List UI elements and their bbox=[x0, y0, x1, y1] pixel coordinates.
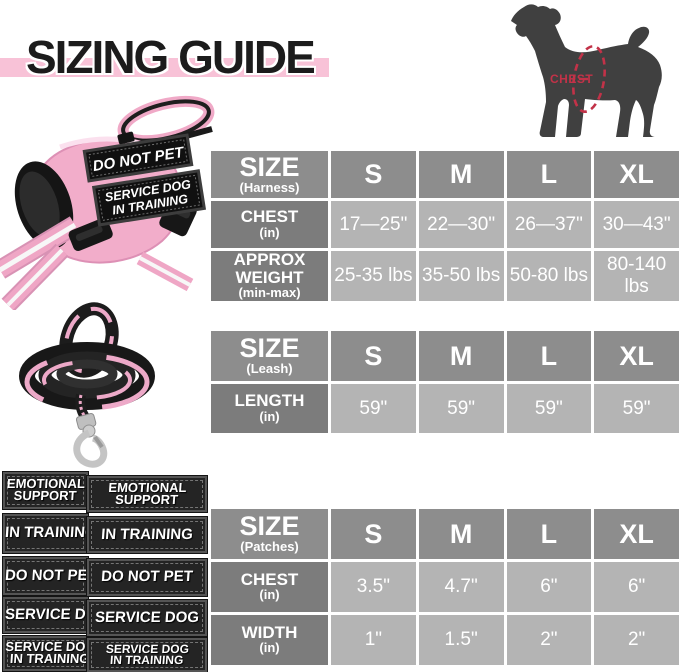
column-header-m: M bbox=[418, 151, 504, 198]
table-header-size: SIZE (Harness) bbox=[211, 151, 328, 198]
patch-stitching bbox=[91, 480, 203, 508]
column-header-m: M bbox=[418, 331, 504, 381]
leash-photo bbox=[19, 302, 155, 468]
chest-label: CHEST bbox=[550, 72, 593, 86]
patch-stitching bbox=[91, 604, 203, 632]
chest-measure-ellipse bbox=[572, 45, 606, 113]
column-header-xl: XL bbox=[594, 331, 679, 381]
patch-stitching bbox=[7, 601, 84, 629]
dog-silhouette bbox=[511, 4, 662, 138]
row-label-chest: CHEST (in) bbox=[211, 201, 328, 248]
harness-patch-service-dog: SERVICE DOG IN TRAINING bbox=[91, 169, 207, 227]
table-cell: 25-35 lbs bbox=[331, 251, 416, 301]
patch-stitching bbox=[7, 518, 84, 549]
table-cell: 59" bbox=[594, 384, 679, 433]
patch-right-emotional-support: EMOTIONAL SUPPORT bbox=[87, 476, 207, 512]
harness-strap-right bbox=[136, 251, 194, 292]
table-cell: 59" bbox=[331, 384, 416, 433]
patch-stitching bbox=[7, 476, 84, 505]
harness-size-table: SIZE (Harness) S M L XL CHEST (in) 17—25… bbox=[211, 151, 679, 301]
table-header-size: SIZE (Patches) bbox=[211, 509, 328, 559]
column-header-s: S bbox=[331, 331, 416, 381]
table-header-size: SIZE (Leash) bbox=[211, 331, 328, 381]
patch-right-do-not-pet: DO NOT PET bbox=[87, 559, 207, 596]
patch-right-service-dog-in-training: SERVICE DOG IN TRAINING bbox=[87, 638, 207, 672]
column-header-m: M bbox=[418, 509, 504, 559]
table-cell: 3.5" bbox=[331, 562, 416, 612]
patch-left-do-not-pet: DO NOT PET bbox=[3, 557, 88, 595]
patch-stitching bbox=[91, 521, 203, 549]
harness-strap-left-lower bbox=[1, 243, 69, 310]
table-cell: 2" bbox=[594, 615, 679, 665]
table-cell: 22—30" bbox=[418, 201, 504, 248]
page-title: SIZING GUIDE bbox=[26, 31, 316, 83]
column-header-s: S bbox=[331, 151, 416, 198]
table-cell: 50-80 lbs bbox=[506, 251, 592, 301]
patch-stitching bbox=[91, 563, 203, 592]
leash-coil bbox=[19, 342, 155, 411]
patch-stitching bbox=[7, 561, 84, 591]
leash-snap-hook bbox=[73, 413, 108, 468]
table-cell: 30—43" bbox=[594, 201, 679, 248]
table-cell: 6" bbox=[594, 562, 679, 612]
table-cell: 26—37" bbox=[506, 201, 592, 248]
table-cell: 1" bbox=[331, 615, 416, 665]
table-cell: 59" bbox=[418, 384, 504, 433]
row-label-approx-weight: APPROX WEIGHT (min-max) bbox=[211, 250, 328, 301]
row-label-width: WIDTH (in) bbox=[211, 615, 328, 665]
table-cell: 35-50 lbs bbox=[418, 251, 504, 301]
row-label-length: LENGTH (in) bbox=[211, 384, 328, 433]
column-header-s: S bbox=[331, 509, 416, 559]
harness-buckle-left bbox=[68, 217, 113, 252]
dog-chest-diagram: CHEST bbox=[511, 4, 662, 138]
patch-right-service-dog: SERVICE DOG bbox=[87, 600, 207, 636]
table-cell: 17—25" bbox=[331, 201, 416, 248]
table-cell: 6" bbox=[506, 562, 592, 612]
leash-size-table: SIZE (Leash) S M L XL LENGTH (in) 59" 59… bbox=[211, 331, 679, 433]
patch-right-in-training: IN TRAINING bbox=[87, 517, 207, 553]
harness-patch-do-not-pet: DO NOT PET bbox=[82, 133, 194, 183]
harness-photo: DO NOT PET SERVICE DOG IN TRAINING bbox=[0, 95, 215, 310]
harness-strap-left-upper bbox=[0, 216, 81, 279]
patch-left-service-dog-in-training: SERVICE DOG IN TRAINING bbox=[3, 636, 88, 671]
leash-strap bbox=[75, 393, 90, 420]
column-header-xl: XL bbox=[594, 151, 679, 198]
patches-size-table: SIZE (Patches) S M L XL CHEST (in) 3.5" … bbox=[211, 509, 679, 665]
patch-stitching bbox=[91, 642, 203, 668]
harness-d-ring bbox=[117, 131, 135, 145]
table-cell: 59" bbox=[506, 384, 592, 433]
patch-stitching bbox=[7, 640, 84, 667]
title-highlight-band bbox=[0, 58, 329, 77]
column-header-l: L bbox=[506, 151, 592, 198]
column-header-l: L bbox=[506, 331, 592, 381]
patch-left-service-dog: SERVICE DOG bbox=[3, 597, 88, 633]
table-cell: 1.5" bbox=[418, 615, 504, 665]
patch-left-in-training: IN TRAINING bbox=[3, 514, 88, 553]
row-label-chest: CHEST (in) bbox=[211, 562, 328, 612]
table-cell: 2" bbox=[506, 615, 592, 665]
patch-left-emotional-support: EMOTIONAL SUPPORT bbox=[3, 472, 88, 509]
column-header-xl: XL bbox=[594, 509, 679, 559]
table-cell: 4.7" bbox=[418, 562, 504, 612]
table-cell: 80-140 lbs bbox=[594, 251, 679, 301]
patches-photo: EMOTIONAL SUPPORT IN TRAINING DO NOT PET … bbox=[0, 471, 210, 672]
column-header-l: L bbox=[506, 509, 592, 559]
